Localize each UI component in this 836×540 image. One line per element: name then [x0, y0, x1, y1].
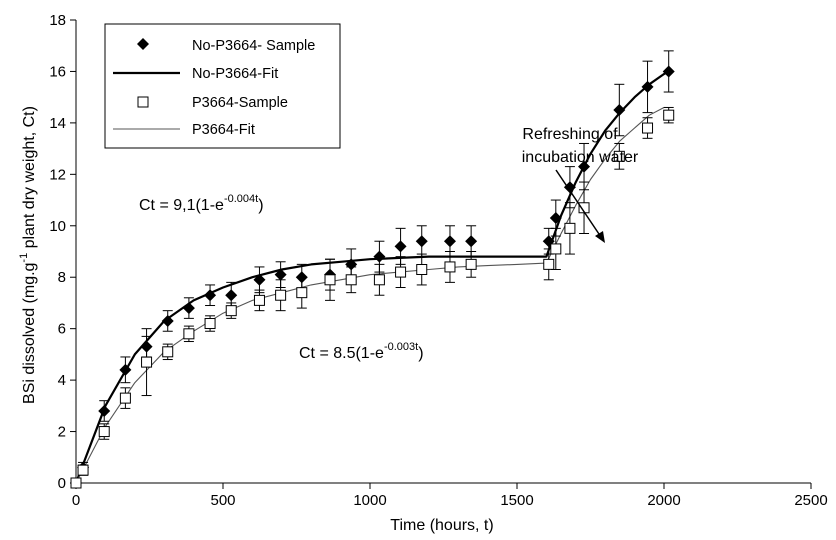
y-tick-label: 16	[49, 63, 66, 80]
y-axis-title: BSi dissolved (mg.g-1 plant dry weight, …	[18, 106, 38, 404]
x-tick-label: 2500	[794, 492, 827, 509]
data-point-diamond	[204, 289, 217, 302]
data-point-square	[324, 274, 336, 286]
data-point-square	[564, 222, 576, 234]
fit-line-2	[74, 70, 670, 484]
data-point-diamond	[161, 314, 174, 327]
data-point-diamond	[182, 302, 195, 315]
markers	[70, 65, 675, 489]
data-point-diamond	[578, 160, 591, 173]
x-tick-label: 1500	[500, 492, 533, 509]
data-point-square	[416, 264, 428, 276]
y-tick-label: 2	[58, 424, 66, 441]
data-point-diamond	[253, 273, 266, 286]
y-axis-title-sup: -1	[18, 253, 30, 263]
equation-1-exponent: -0.004t	[224, 193, 258, 205]
y-tick-label: 14	[49, 115, 66, 132]
equation-no-p3664: Ct = 9,1(1-e-0.004t)	[139, 193, 264, 214]
x-tick-label: 1000	[353, 492, 386, 509]
x-tick-label: 0	[72, 492, 80, 509]
legend-label-0: No-P3664- Sample	[192, 38, 315, 54]
data-point-square	[70, 477, 82, 489]
y-tick-label: 6	[58, 321, 66, 338]
data-point-square	[345, 274, 357, 286]
data-point-diamond	[563, 181, 576, 194]
data-point-square	[395, 266, 407, 278]
annotation-arrow	[555, 169, 605, 243]
data-point-diamond	[549, 212, 562, 225]
y-tick-label: 8	[58, 269, 66, 286]
legend: No-P3664- Sample No-P3664-Fit P3664-Samp…	[104, 23, 341, 149]
data-point-diamond	[295, 271, 308, 284]
data-point-square	[119, 392, 131, 404]
data-point-square	[550, 243, 562, 255]
data-point-square	[613, 150, 625, 162]
data-point-diamond	[415, 235, 428, 248]
data-point-diamond	[225, 289, 238, 302]
legend-label-1: No-P3664-Fit	[192, 66, 278, 82]
y-tick-label: 4	[58, 372, 66, 389]
legend-marker-diamond	[137, 38, 149, 50]
data-point-square	[642, 122, 654, 134]
data-point-diamond	[465, 235, 478, 248]
data-point-diamond	[119, 363, 132, 376]
legend-marker-square	[137, 96, 149, 108]
legend-label-3: P3664-Fit	[192, 122, 255, 138]
y-tick-label: 12	[49, 166, 66, 183]
data-point-diamond	[443, 235, 456, 248]
data-point-diamond	[662, 65, 675, 78]
data-point-square	[98, 426, 110, 438]
data-point-diamond	[98, 404, 111, 417]
data-point-square	[543, 258, 555, 270]
x-tick-label: 2000	[647, 492, 680, 509]
y-axis-title-part1: BSi dissolved (mg.g	[21, 263, 38, 404]
data-point-square	[162, 346, 174, 358]
y-tick-label: 18	[49, 12, 66, 29]
axes	[75, 20, 811, 484]
data-point-square	[225, 305, 237, 317]
data-point-square	[373, 274, 385, 286]
equation-p3664: Ct = 8.5(1-e-0.003t)	[299, 341, 424, 362]
data-point-diamond	[140, 340, 153, 353]
equation-2-exponent: -0.003t	[384, 341, 418, 353]
x-axis-title: Time (hours, t)	[390, 517, 493, 534]
data-point-diamond	[345, 258, 358, 271]
data-point-diamond	[613, 104, 626, 117]
x-tick-label: 500	[210, 492, 235, 509]
y-tick-label: 0	[58, 475, 66, 492]
y-tick-label: 10	[49, 218, 66, 235]
data-point-square	[77, 464, 89, 476]
data-point-square	[183, 328, 195, 340]
data-point-diamond	[274, 268, 287, 281]
data-point-diamond	[641, 80, 654, 93]
data-point-diamond	[373, 250, 386, 263]
data-point-square	[296, 287, 308, 299]
data-point-square	[663, 109, 675, 121]
data-point-square	[253, 294, 265, 306]
annotation-refresh-line2: incubation water	[522, 149, 639, 166]
equation-2-end: )	[418, 345, 423, 362]
equation-1-base: Ct = 9,1(1-e	[139, 197, 224, 214]
equation-2-base: Ct = 8.5(1-e	[299, 345, 384, 362]
data-point-square	[204, 318, 216, 330]
annotation-refresh-line1: Refreshing of	[522, 126, 618, 143]
equation-1-end: )	[258, 197, 263, 214]
data-point-square	[275, 289, 287, 301]
legend-label-2: P3664-Sample	[192, 95, 288, 111]
data-point-square	[141, 356, 153, 368]
data-point-diamond	[394, 240, 407, 253]
y-axis-title-part2: plant dry weight, Ct)	[21, 106, 38, 253]
data-point-square	[465, 258, 477, 270]
data-point-square	[444, 261, 456, 273]
